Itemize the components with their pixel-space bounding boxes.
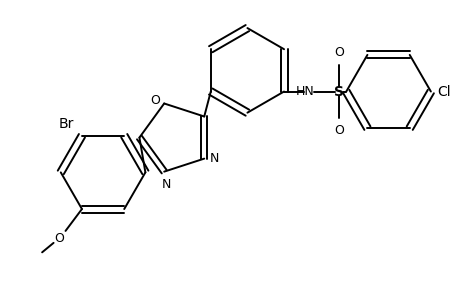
Text: HN: HN bbox=[295, 85, 313, 98]
Text: O: O bbox=[55, 232, 64, 245]
Text: O: O bbox=[333, 124, 343, 137]
Text: Br: Br bbox=[59, 117, 74, 131]
Text: O: O bbox=[150, 94, 160, 107]
Text: N: N bbox=[210, 152, 219, 165]
Text: Cl: Cl bbox=[436, 85, 449, 98]
Text: O: O bbox=[333, 46, 343, 59]
Text: S: S bbox=[333, 85, 343, 98]
Text: N: N bbox=[162, 178, 171, 190]
